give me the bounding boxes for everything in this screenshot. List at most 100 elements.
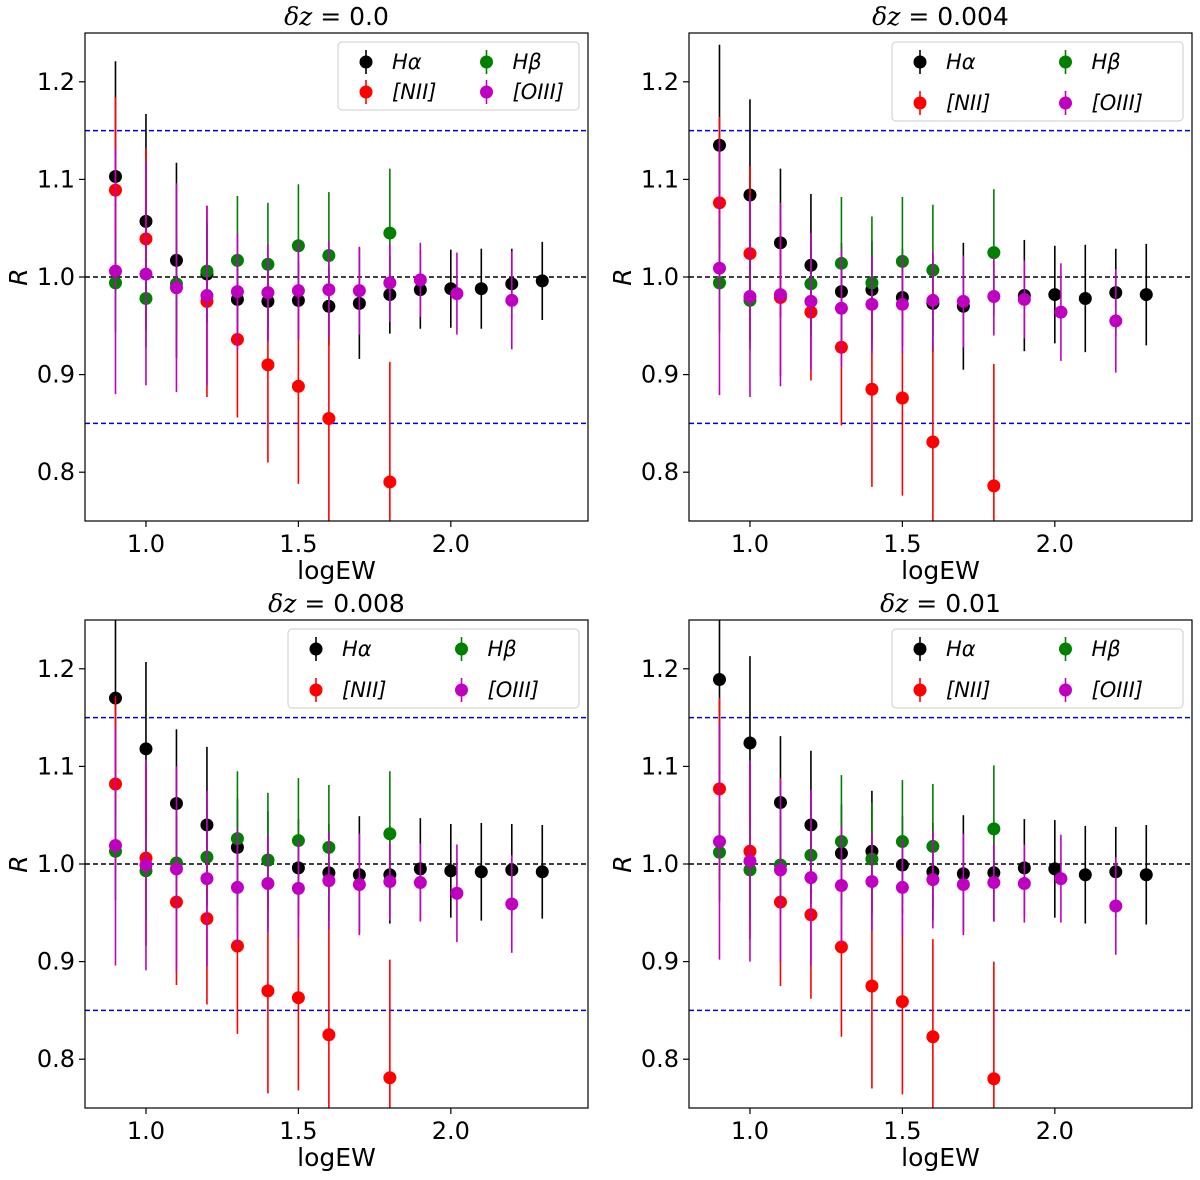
data-point — [450, 886, 464, 900]
data-point — [987, 1072, 1001, 1086]
y-tick-label: 0.9 — [641, 948, 679, 976]
x-tick-label: 2.0 — [1036, 1117, 1074, 1145]
x-tick-label: 2.0 — [432, 530, 470, 558]
y-tick-label: 1.2 — [37, 68, 75, 96]
data-point — [230, 285, 244, 299]
data-point — [291, 284, 305, 298]
series-3 — [712, 141, 1123, 398]
legend: Hα [NII] Hβ [OIII] — [337, 41, 580, 111]
y-axis-label: R — [608, 855, 637, 872]
title-value: 0.008 — [333, 589, 405, 618]
data-point — [352, 284, 366, 298]
data-point — [987, 822, 1001, 836]
legend-label: Hα — [946, 50, 976, 74]
legend: Hα [NII] Hβ [OIII] — [891, 628, 1184, 709]
legend-label: Hα — [342, 637, 372, 661]
data-point — [444, 864, 458, 878]
chart-title: δz = 0.01 — [880, 589, 1001, 618]
data-point — [108, 838, 122, 852]
y-tick-label: 1.0 — [641, 850, 679, 878]
legend-item: Hα — [309, 637, 372, 661]
data-point — [169, 281, 183, 295]
data-point — [865, 382, 879, 396]
x-tick-label: 2.0 — [1036, 530, 1074, 558]
data-point — [139, 742, 153, 756]
legend-marker — [309, 683, 323, 697]
chart-panel-4: 1.0 1.5 2.0 0.8 0.9 1.0 1.1 1.2 logEW Rδz = 0.01 H… — [608, 589, 1193, 1172]
legend-marker — [480, 85, 493, 99]
data-point — [322, 1028, 336, 1042]
chart-title: δz = 0.004 — [872, 2, 1009, 31]
title-prefix: δz = — [284, 2, 349, 31]
legend-item: Hβ — [1059, 50, 1121, 74]
x-tick-label: 1.5 — [883, 1117, 921, 1145]
legend-item: Hβ — [1059, 637, 1121, 661]
data-point — [1054, 305, 1068, 319]
series-3 — [712, 723, 1123, 966]
legend-box — [287, 628, 580, 709]
y-tick-label: 1.2 — [641, 68, 679, 96]
legend-item: [OIII] — [455, 678, 539, 702]
data-point — [200, 289, 214, 303]
x-axis-label: logEW — [901, 556, 980, 585]
data-point — [1054, 872, 1068, 886]
y-tick-label: 0.8 — [37, 458, 75, 486]
legend-marker — [913, 55, 927, 69]
data-point — [926, 435, 940, 449]
legend-marker — [359, 55, 373, 69]
data-point — [535, 274, 549, 288]
data-point — [291, 379, 305, 393]
data-point — [1139, 288, 1153, 302]
data-point — [865, 875, 879, 889]
data-point — [712, 835, 726, 849]
data-point — [261, 358, 275, 372]
legend-marker — [913, 96, 927, 110]
legend-item: Hα — [913, 50, 976, 74]
legend-label: Hα — [946, 637, 976, 661]
data-point — [987, 479, 1001, 493]
data-point — [895, 297, 909, 311]
y-tick-label: 1.0 — [37, 850, 75, 878]
legend-item: Hβ — [480, 50, 542, 74]
data-point — [895, 995, 909, 1009]
data-point — [834, 940, 848, 954]
title-value: 0.01 — [945, 589, 1001, 618]
legend-marker — [1059, 642, 1072, 656]
data-point — [895, 391, 909, 405]
y-tick-label: 0.9 — [37, 948, 75, 976]
x-tick-label: 1.0 — [731, 1117, 769, 1145]
x-tick-label: 1.0 — [127, 530, 165, 558]
data-point — [474, 282, 488, 296]
data-point — [383, 875, 397, 889]
series-3 — [108, 725, 519, 972]
title-prefix: δz = — [880, 589, 945, 618]
data-point — [383, 827, 397, 841]
data-layer — [712, 44, 1153, 521]
data-point — [987, 246, 1001, 260]
data-point — [230, 880, 244, 894]
legend-label: Hβ — [513, 50, 542, 74]
y-tick-label: 1.2 — [641, 655, 679, 683]
y-axis-label: R — [4, 268, 33, 285]
data-point — [1048, 862, 1062, 876]
data-point — [804, 871, 818, 885]
data-point — [865, 979, 879, 993]
legend-label: [OIII] — [513, 80, 565, 104]
data-point — [535, 865, 549, 879]
legend-item: [NII] — [359, 80, 436, 104]
data-point — [383, 1071, 397, 1085]
data-point — [1078, 868, 1092, 882]
legend-item: Hα — [359, 50, 422, 74]
data-point — [413, 273, 427, 287]
data-point — [773, 288, 787, 302]
legend-label: [OIII] — [1092, 91, 1144, 115]
data-point — [169, 862, 183, 876]
legend-item: [OIII] — [1059, 91, 1143, 115]
y-axis-label: R — [608, 268, 637, 285]
y-tick-label: 0.8 — [641, 458, 679, 486]
legend-item: [NII] — [913, 91, 990, 115]
data-point — [322, 874, 336, 888]
y-tick-label: 1.1 — [641, 752, 679, 780]
data-point — [139, 267, 153, 281]
data-point — [413, 876, 427, 890]
